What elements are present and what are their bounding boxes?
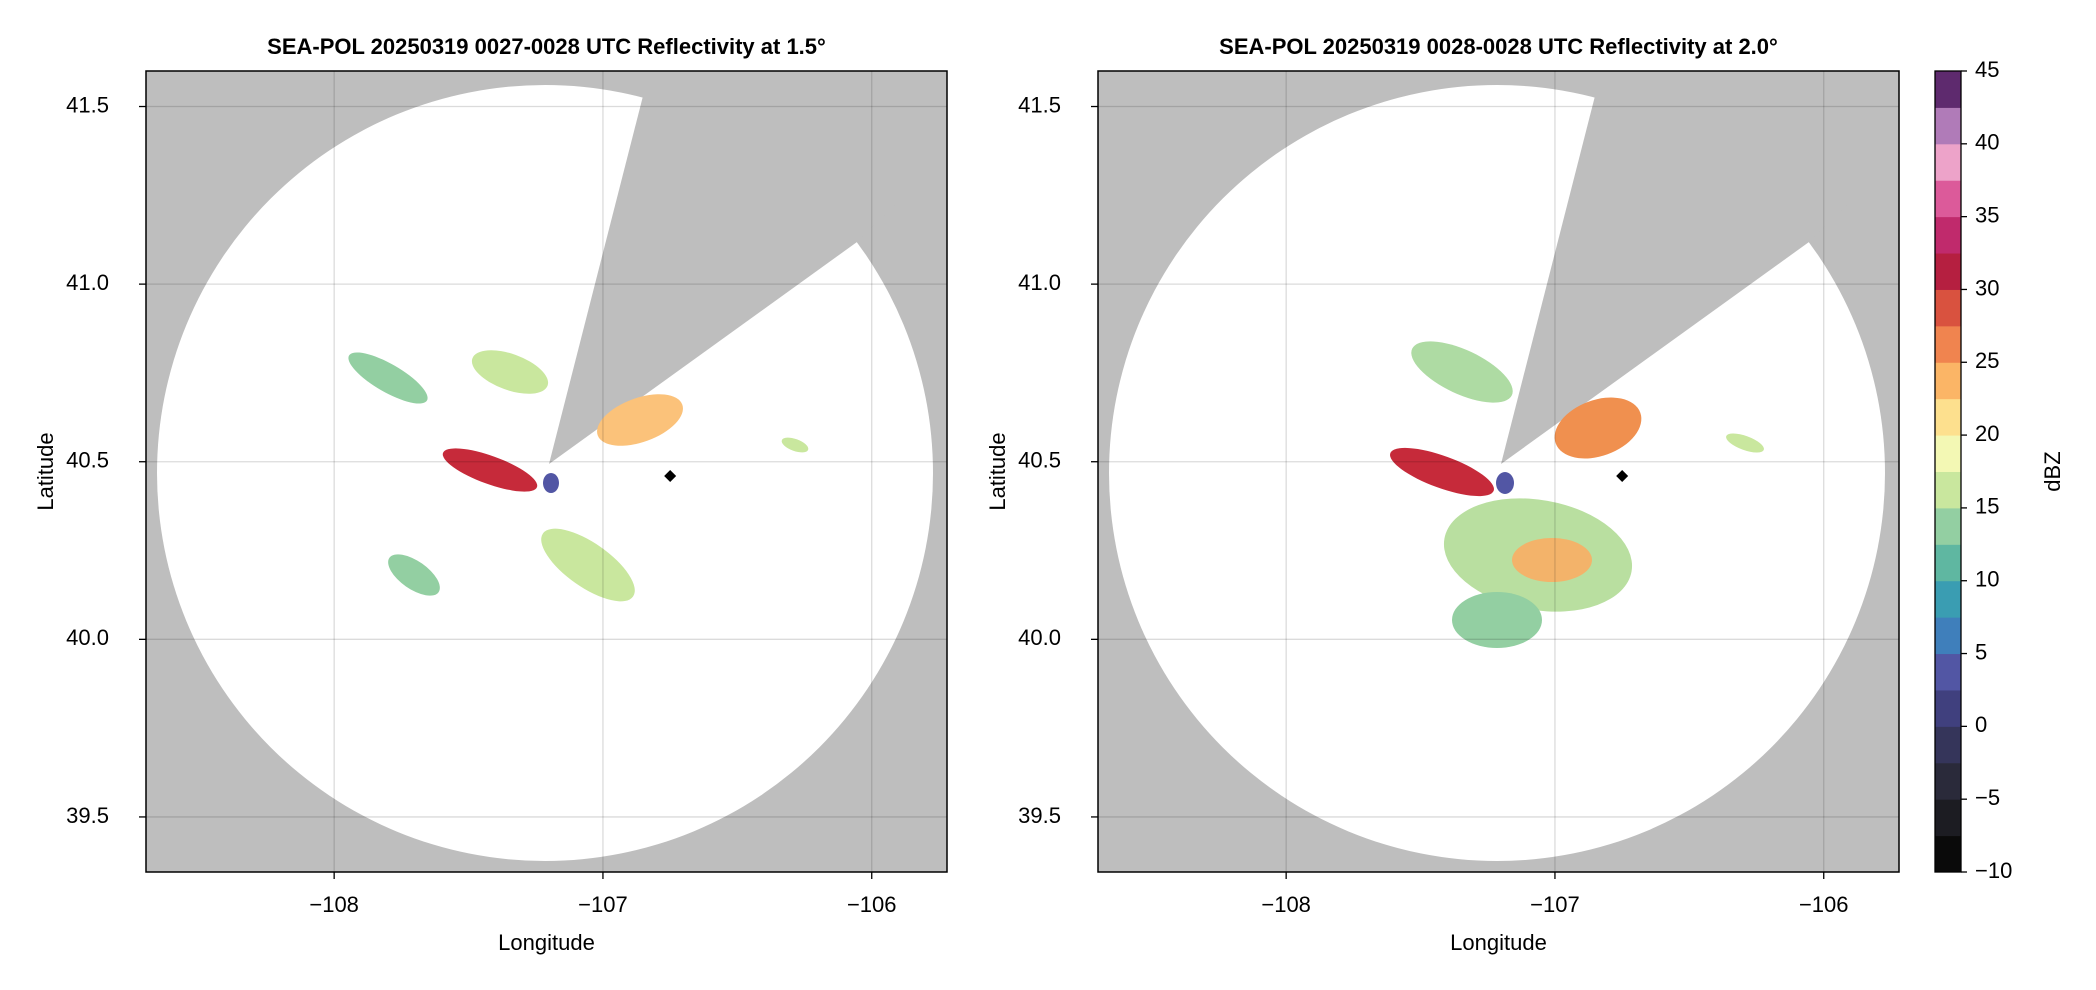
colorbar-tick-label: 35 bbox=[1975, 202, 1999, 227]
echo bbox=[1512, 538, 1592, 582]
colorbar-tick-label: 10 bbox=[1975, 567, 1999, 592]
colorbar-segment bbox=[1935, 398, 1961, 436]
colorbar-segment bbox=[1935, 435, 1961, 472]
radar-image bbox=[1098, 71, 1899, 872]
echo bbox=[543, 473, 559, 493]
echo bbox=[1496, 472, 1514, 494]
colorbar-segment bbox=[1935, 216, 1961, 254]
colorbar-segment bbox=[1935, 726, 1961, 764]
echo bbox=[471, 350, 549, 394]
colorbar-tick-label: 0 bbox=[1975, 712, 1987, 737]
colorbar-tick-label: −10 bbox=[1975, 858, 2012, 883]
radar-site bbox=[664, 469, 677, 482]
colorbar-segment bbox=[1935, 653, 1961, 691]
echo bbox=[1554, 397, 1642, 459]
x-axis-label: Longitude bbox=[498, 930, 595, 955]
plot-frame bbox=[1097, 70, 1900, 873]
y-tick-label: 39.5 bbox=[1018, 803, 1061, 828]
blocked-sector bbox=[549, 71, 900, 464]
colorbar-tick-label: 30 bbox=[1975, 275, 1999, 300]
chart-title: SEA-POL 20250319 0027-0028 UTC Reflectiv… bbox=[267, 34, 826, 59]
echo bbox=[1452, 592, 1542, 648]
colorbar-tick-label: 45 bbox=[1975, 57, 1999, 82]
x-tick-label: −108 bbox=[1261, 892, 1311, 917]
echo bbox=[348, 352, 428, 404]
blocked-sector bbox=[1501, 71, 1852, 464]
x-tick-label: −106 bbox=[847, 892, 897, 917]
colorbar-frame bbox=[1934, 70, 1962, 873]
colorbar-segment bbox=[1935, 71, 1961, 108]
radar-image bbox=[146, 71, 947, 872]
colorbar-segment bbox=[1935, 362, 1961, 400]
colorbar-segment bbox=[1935, 289, 1961, 327]
colorbar-segment bbox=[1935, 689, 1961, 727]
colorbar-tick-label: −5 bbox=[1975, 785, 2000, 810]
colorbar-tick-label: 5 bbox=[1975, 639, 1987, 664]
echo bbox=[597, 394, 683, 446]
echo bbox=[442, 448, 538, 492]
echo bbox=[1390, 447, 1494, 497]
echo bbox=[781, 437, 809, 453]
colorbar-label: dBZ bbox=[2040, 451, 2065, 491]
colorbar-tick-label: 15 bbox=[1975, 494, 1999, 519]
plot-frame bbox=[145, 70, 948, 873]
echo bbox=[1411, 341, 1513, 403]
colorbar-segment bbox=[1935, 580, 1961, 618]
colorbar-segment bbox=[1935, 471, 1961, 509]
x-tick-label: −108 bbox=[309, 892, 359, 917]
colorbar-segment bbox=[1935, 799, 1961, 837]
colorbar-tick-label: 40 bbox=[1975, 130, 1999, 155]
colorbar-tick-label: 20 bbox=[1975, 421, 1999, 446]
x-axis-label: Longitude bbox=[1450, 930, 1547, 955]
y-tick-label: 41.0 bbox=[1018, 270, 1061, 295]
y-tick-label: 41.5 bbox=[66, 92, 109, 117]
chart-title: SEA-POL 20250319 0028-0028 UTC Reflectiv… bbox=[1219, 34, 1778, 59]
y-axis-label: Latitude bbox=[985, 432, 1010, 510]
colorbar-segment bbox=[1935, 180, 1961, 218]
x-tick-label: −107 bbox=[578, 892, 628, 917]
colorbar-segment bbox=[1935, 835, 1961, 873]
colorbar-segment bbox=[1935, 544, 1961, 582]
colorbar-segment bbox=[1935, 617, 1961, 655]
y-tick-label: 40.5 bbox=[66, 448, 109, 473]
x-tick-label: −107 bbox=[1530, 892, 1580, 917]
y-axis-label: Latitude bbox=[33, 432, 58, 510]
y-tick-label: 40.5 bbox=[1018, 448, 1061, 473]
colorbar-segment bbox=[1935, 107, 1961, 145]
radar-site bbox=[1616, 469, 1629, 482]
y-tick-label: 41.5 bbox=[1018, 92, 1061, 117]
colorbar-segment bbox=[1935, 762, 1961, 800]
x-tick-label: −106 bbox=[1799, 892, 1849, 917]
colorbar-segment bbox=[1935, 143, 1961, 181]
colorbar-segment bbox=[1935, 507, 1961, 545]
echo bbox=[1726, 433, 1764, 453]
y-tick-label: 39.5 bbox=[66, 803, 109, 828]
y-tick-label: 40.0 bbox=[1018, 625, 1061, 650]
colorbar-tick-label: 25 bbox=[1975, 348, 1999, 373]
colorbar-segment bbox=[1935, 253, 1961, 290]
y-tick-label: 40.0 bbox=[66, 625, 109, 650]
echo bbox=[388, 554, 440, 596]
echo bbox=[541, 528, 635, 602]
colorbar-segment bbox=[1935, 325, 1961, 363]
y-tick-label: 41.0 bbox=[66, 270, 109, 295]
